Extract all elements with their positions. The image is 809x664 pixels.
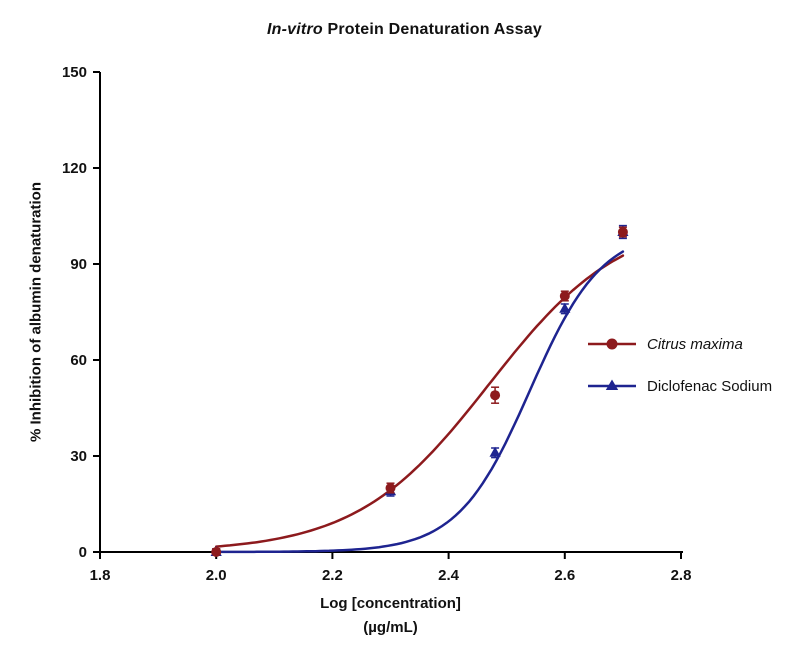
data-point-circle	[559, 291, 570, 301]
y-tick-label: 90	[70, 256, 87, 273]
x-tick-label: 2.0	[206, 567, 227, 584]
data-point-circle	[490, 390, 501, 401]
legend-label-citrus-maxima: Citrus maxima	[647, 335, 743, 353]
x-axis-label-units: (µg/mL)	[363, 619, 418, 636]
x-tick-label: 1.8	[90, 567, 111, 584]
legend: Citrus maxima Diclofenac Sodium	[586, 334, 772, 396]
fit-curve-diclofenac-sodium	[214, 250, 625, 554]
y-tick-label: 120	[62, 160, 87, 177]
citrus-maxima-marker-icon	[588, 338, 636, 350]
data-point-triangle	[559, 302, 571, 313]
y-tick-label: 60	[70, 352, 87, 369]
diclofenac-sodium-marker-icon	[588, 379, 636, 390]
y-axis-label: % Inhibition of albumin denaturation	[27, 182, 45, 442]
data-point-circle	[211, 547, 222, 557]
legend-item-diclofenac-sodium: Diclofenac Sodium	[586, 376, 772, 396]
data-point-circle	[385, 483, 396, 493]
x-tick-label: 2.2	[322, 567, 343, 584]
data-point-triangle	[489, 446, 501, 457]
x-tick-label: 2.8	[671, 567, 692, 584]
chart-title: In-vitro Protein Denaturation Assay	[0, 21, 809, 39]
chart-title-rest: Protein Denaturation Assay	[322, 21, 542, 38]
legend-item-citrus-maxima: Citrus maxima	[586, 334, 772, 354]
x-axis-label: Log [concentration] (µg/mL)	[100, 592, 681, 640]
chart-title-italic: In-vitro	[267, 21, 323, 38]
y-tick-label: 150	[62, 64, 87, 81]
x-tick-label: 2.6	[554, 567, 575, 584]
fit-curve-citrus-maxima	[214, 254, 625, 548]
x-axis-label-line1: Log [concentration]	[320, 595, 461, 612]
x-tick-label: 2.4	[438, 567, 460, 584]
data-point-circle	[617, 227, 628, 237]
y-tick-label: 30	[70, 448, 87, 465]
legend-label-diclofenac-sodium: Diclofenac Sodium	[647, 377, 773, 395]
y-tick-label: 0	[79, 544, 87, 561]
